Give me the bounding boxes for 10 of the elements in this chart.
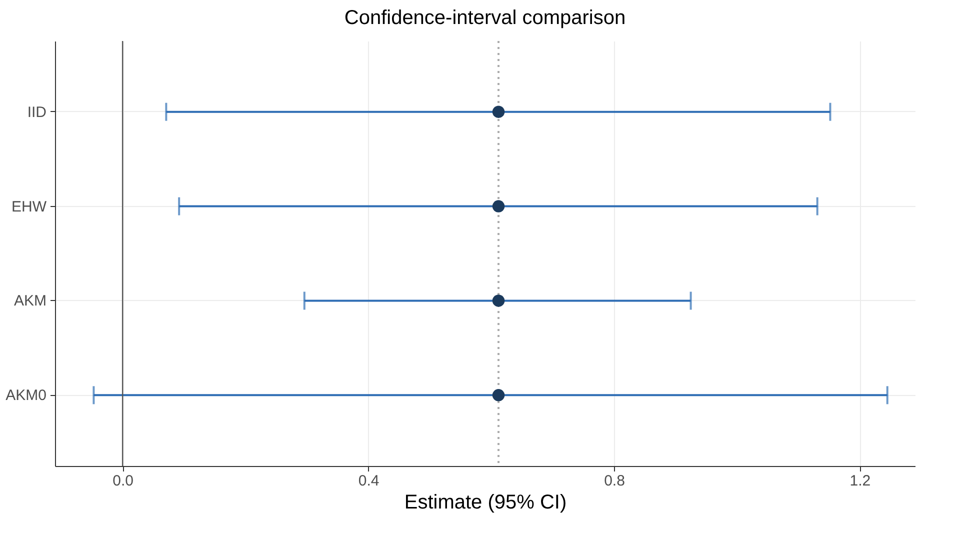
y-tick-label: AKM0	[6, 387, 46, 404]
x-tick-label: 1.2	[850, 472, 871, 490]
x-tick-label: 0.4	[358, 472, 380, 490]
x-axis-title: Estimate (95% CI)	[404, 492, 567, 514]
chart-title: Confidence-interval comparison	[344, 7, 626, 29]
y-tick-label: EHW	[12, 198, 48, 216]
x-tick-label: 0.0	[112, 472, 134, 490]
x-tick-label: 0.8	[604, 472, 625, 490]
y-tick-label: IID	[27, 104, 47, 121]
y-tick-label: AKM	[14, 292, 46, 310]
